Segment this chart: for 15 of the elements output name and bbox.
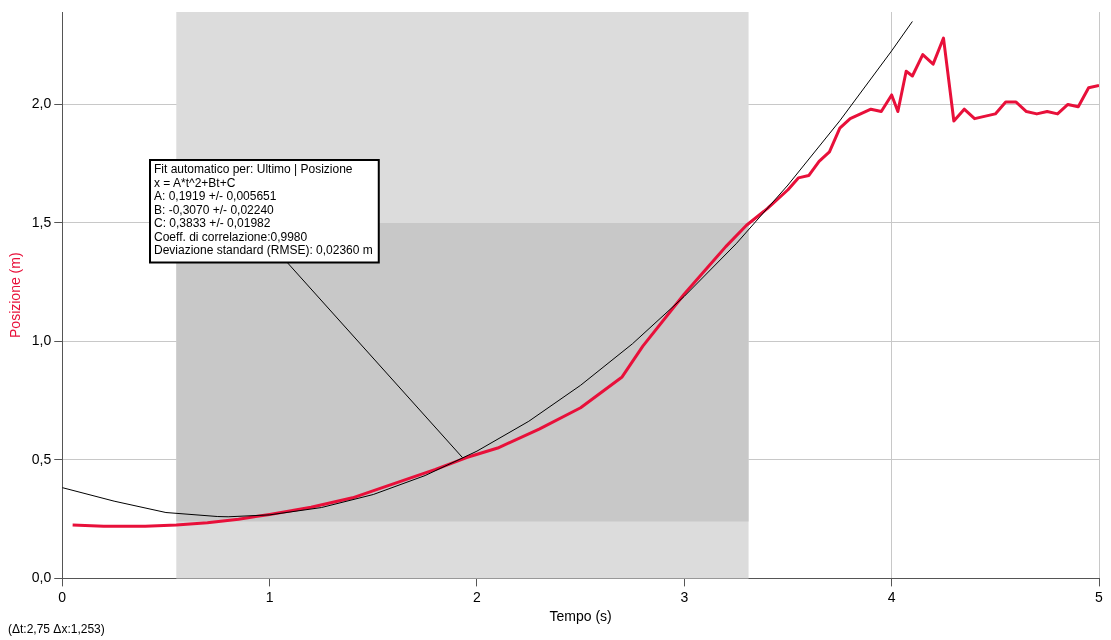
y-tick-label: 1,0	[31, 332, 52, 349]
y-axis-title: Posizione (m)	[7, 252, 24, 338]
text: (Δt:2,75 Δx:1,253)	[8, 622, 105, 637]
y-tick-label: 2,0	[31, 95, 52, 112]
x-tick-label: 2	[473, 588, 482, 605]
x-tick-label: 5	[1095, 588, 1104, 605]
x-tick-label: 1	[265, 588, 274, 605]
x-tick-label: 0	[58, 588, 67, 605]
x-tick-label: 3	[680, 588, 689, 605]
x-axis-title: Tempo (s)	[549, 608, 612, 625]
y-tick-label: 0,0	[31, 569, 52, 586]
annotation: Fit automatico per: Ultimo | Posizione x = A*t^2+Bt+C A: 0,1919 +/- 0,005651 B: -0,3070 +/- 0,02240 C: 0,3833 +/- 0,01982 Coeff. di correlazione:0,9980 Deviazione standard (RMSE): 0,02360 m	[154, 162, 373, 258]
y-tick-label: 1,5	[31, 213, 52, 230]
y-tick-label: 0,5	[31, 450, 52, 467]
x-tick-label: 4	[887, 588, 896, 605]
